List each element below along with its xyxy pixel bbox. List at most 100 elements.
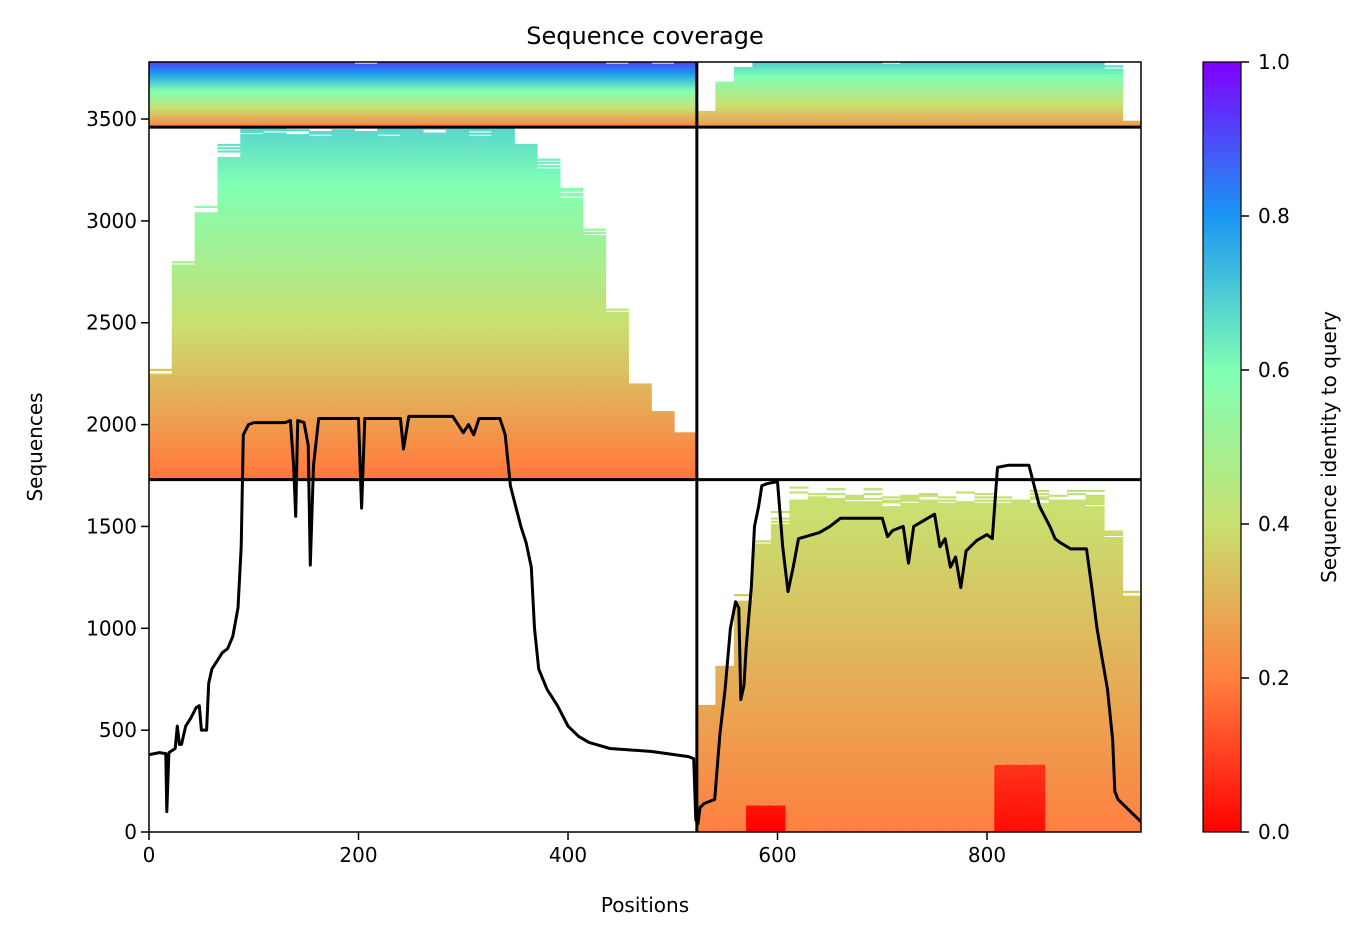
heatmap-cell [468, 84, 492, 87]
heatmap-cell [422, 460, 447, 463]
heatmap-cell [286, 110, 310, 114]
heatmap-cell [605, 464, 629, 468]
heatmap-cell [263, 290, 287, 293]
heatmap-cell [468, 381, 492, 384]
heatmap-cell [445, 342, 470, 345]
heatmap-cell [537, 429, 561, 432]
heatmap-cell [491, 207, 515, 210]
heatmap-cell [331, 86, 355, 89]
heatmap-cell [400, 271, 424, 274]
heatmap-cell [628, 117, 652, 120]
heatmap-cell [149, 435, 173, 438]
heatmap-cell [674, 468, 698, 471]
heatmap-cell [537, 425, 561, 428]
heatmap-cell [400, 199, 424, 202]
heatmap-cell [308, 435, 333, 438]
heatmap-cell [537, 196, 561, 199]
heatmap-cell [491, 432, 515, 435]
heatmap-cell [240, 249, 264, 252]
heatmap-cell [514, 97, 538, 101]
heatmap-cell [559, 75, 584, 78]
heatmap-cell [263, 253, 287, 256]
heatmap-cell [377, 210, 401, 213]
heatmap-cell [559, 393, 584, 396]
heatmap-cell [628, 422, 652, 425]
heatmap-cell [354, 161, 378, 164]
heatmap-cell [537, 285, 561, 288]
heatmap-cell [171, 106, 196, 109]
heatmap-cell [422, 385, 447, 388]
heatmap-cell [194, 76, 219, 79]
heatmap-cell [331, 432, 355, 435]
heatmap-cell [286, 401, 310, 404]
heatmap-cell [605, 450, 629, 453]
heatmap-cell [377, 156, 401, 160]
heatmap-cell [422, 434, 447, 437]
heatmap-cell [331, 288, 355, 292]
heatmap-cell [331, 406, 355, 409]
heatmap-cell [491, 114, 515, 117]
heatmap-cell [331, 83, 355, 86]
heatmap-cell [491, 123, 515, 127]
heatmap-cell [537, 117, 561, 120]
heatmap-cell [491, 285, 515, 288]
heatmap-cell [263, 341, 287, 344]
heatmap-cell [582, 89, 607, 92]
heatmap-cell [651, 460, 675, 463]
heatmap-cell [286, 318, 310, 321]
heatmap-cell [217, 238, 241, 241]
heatmap-cell [354, 86, 378, 89]
heatmap-cell [537, 241, 561, 244]
heatmap-cell [651, 97, 675, 101]
heatmap-cell [559, 258, 584, 261]
heatmap-cell [468, 438, 492, 442]
heatmap-cell [651, 422, 675, 425]
heatmap-cell [537, 78, 561, 81]
heatmap-cell [605, 380, 629, 383]
heatmap-cell [445, 381, 470, 384]
heatmap-cell [149, 451, 173, 455]
heatmap-cell [354, 107, 378, 110]
heatmap-cell [286, 153, 310, 156]
heatmap-cell [400, 403, 424, 406]
heatmap-cell [308, 455, 333, 458]
heatmap-cell [331, 99, 355, 102]
heatmap-cell [628, 383, 652, 386]
heatmap-cell [194, 298, 219, 301]
heatmap-cell [445, 152, 470, 155]
heatmap-cell [308, 328, 333, 331]
heatmap-cell [582, 106, 607, 109]
heatmap-cell [286, 160, 310, 163]
heatmap-cell [559, 204, 584, 207]
heatmap-cell [377, 342, 401, 345]
heatmap-cell [171, 385, 196, 388]
heatmap-cell [240, 440, 264, 443]
heatmap-cell [468, 75, 492, 78]
heatmap-cell [445, 277, 470, 280]
heatmap-cell [422, 368, 447, 371]
heatmap-cell [240, 324, 264, 327]
heatmap-cell [445, 448, 470, 451]
heatmap-cell [582, 406, 607, 409]
heatmap-cell [559, 279, 584, 282]
heatmap-cell [354, 385, 378, 388]
heatmap-cell [171, 378, 196, 381]
heatmap-cell [377, 453, 401, 456]
heatmap-cell [628, 455, 652, 458]
heatmap-cell [331, 253, 355, 256]
heatmap-cell [514, 308, 538, 311]
heatmap-cell [582, 306, 607, 310]
heatmap-cell [651, 123, 675, 127]
heatmap-cell [354, 145, 378, 148]
heatmap-cell [559, 385, 584, 388]
heatmap-cell [537, 71, 561, 74]
heatmap-cell [674, 438, 698, 442]
heatmap-cell [628, 104, 652, 107]
heatmap-cell [491, 230, 515, 233]
heatmap-cell [514, 368, 538, 371]
heatmap-cell [491, 357, 515, 360]
heatmap-cell [422, 84, 447, 87]
heatmap-cell [422, 435, 447, 438]
heatmap-cell [308, 354, 333, 357]
heatmap-cell [491, 370, 515, 373]
